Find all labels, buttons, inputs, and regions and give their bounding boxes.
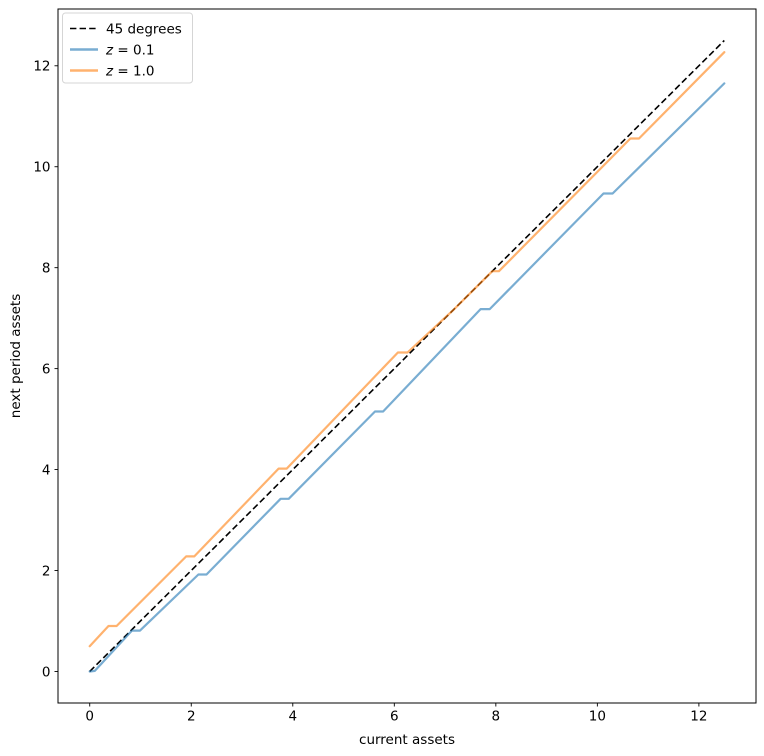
- x-tick-label: 2: [187, 709, 196, 725]
- x-tick-label: 4: [288, 709, 297, 725]
- y-tick-label: 0: [42, 664, 51, 680]
- x-tick-label: 12: [690, 709, 707, 725]
- y-tick-label: 8: [42, 260, 51, 276]
- y-tick-label: 10: [33, 160, 50, 176]
- x-tick-label: 6: [390, 709, 399, 725]
- legend: 45 degrees z = 0.1 z = 1.0: [62, 12, 193, 84]
- y-tick-label: 6: [42, 361, 51, 377]
- legend-label: 45 degrees: [106, 21, 182, 37]
- y-tick-label: 12: [33, 59, 50, 75]
- x-tick-label: 10: [589, 709, 606, 725]
- legend-label: z = 0.1: [105, 42, 154, 58]
- y-axis-label: next period assets: [8, 294, 24, 418]
- series-line-45-degrees: [89, 39, 725, 673]
- legend-label: z = 1.0: [105, 63, 154, 79]
- y-tick-label: 4: [42, 462, 51, 478]
- x-tick-label: 0: [85, 709, 94, 725]
- x-tick-label: 8: [492, 709, 501, 725]
- series-line-z-0.1: [88, 82, 726, 673]
- legend-box: [62, 12, 193, 84]
- x-axis-label: current assets: [359, 732, 455, 748]
- axes-spines: [57, 8, 757, 704]
- y-tick-label: 2: [42, 563, 51, 579]
- series-line-z-1.0: [88, 51, 726, 648]
